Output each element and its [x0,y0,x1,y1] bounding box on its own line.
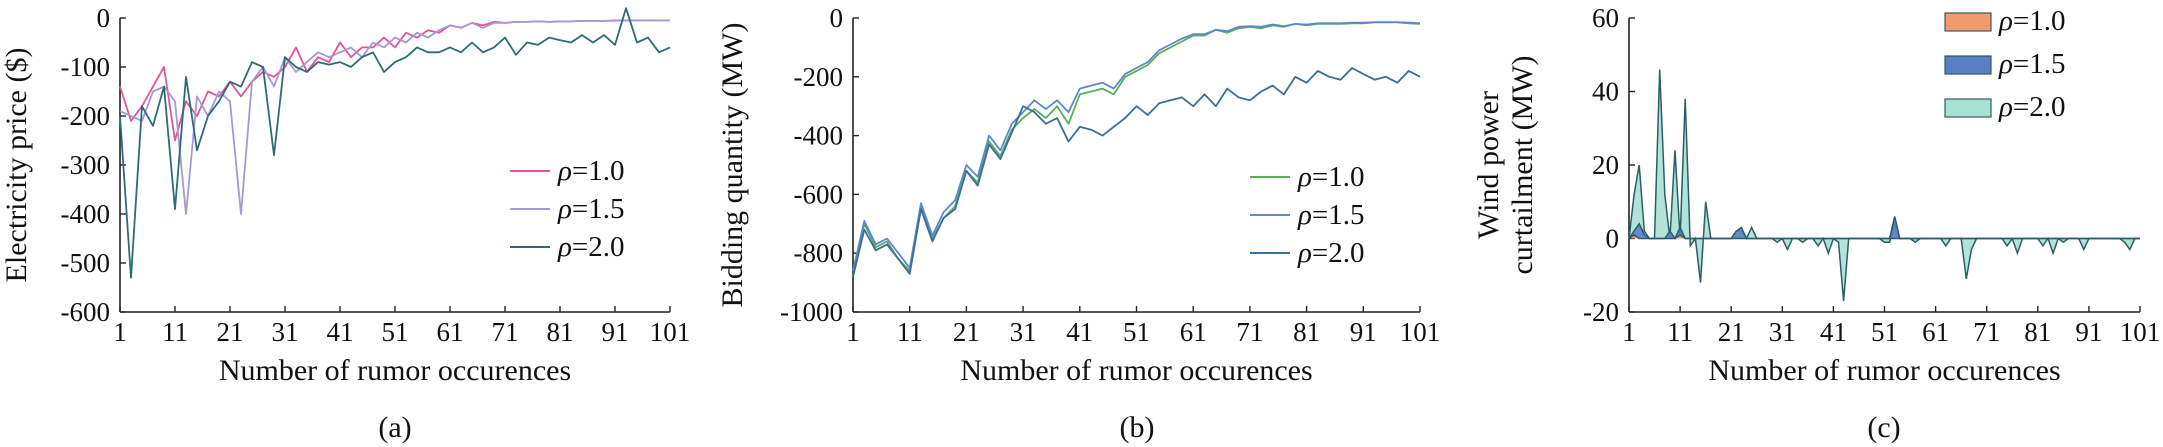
x-tick-label: 91 [2075,317,2102,347]
y-tick-label: 60 [1592,3,1619,33]
y-axis-label: Electricity price ($) [0,48,33,283]
x-tick-label: 21 [1718,317,1745,347]
x-tick-label: 11 [897,317,923,347]
subfigure-caption: (a) [378,411,411,444]
x-tick-label: 41 [1066,317,1093,347]
x-tick-label: 1 [113,317,127,347]
y-tick-label: -20 [1583,297,1619,327]
y-tick-label: -400 [794,121,844,151]
legend-label: ρ=2.0 [557,231,625,263]
x-tick-label: 71 [1973,317,2000,347]
y-tick-label: -600 [61,297,111,327]
x-tick-label: 71 [492,317,519,347]
y-tick-label: 40 [1592,77,1619,107]
series-2-line [852,21,1421,271]
y-axis-label: Bidding quantity (MW) [716,23,749,308]
y-tick-label: 0 [1606,224,1620,254]
subfigure-caption: (b) [1120,411,1155,444]
y-tick-label: 20 [1592,150,1619,180]
legend-label: ρ=1.5 [1297,199,1365,231]
x-tick-label: 1 [1622,317,1636,347]
x-tick-label: 91 [1350,317,1377,347]
legend-label: ρ=1.5 [557,193,625,225]
x-axis-label: Number of rumor occurences [219,354,571,387]
subfigure-caption: (c) [1867,411,1900,444]
x-tick-label: 71 [1236,317,1263,347]
x-tick-label: 31 [1769,317,1796,347]
x-tick-label: 61 [437,317,464,347]
x-axis-label: Number of rumor occurences [960,354,1312,387]
series-3-line [852,67,1421,277]
y-tick-label: -600 [794,179,844,209]
x-tick-label: 41 [1820,317,1847,347]
chart-b: 1 11 21 31 41 51 61 71 81 91 101-1000-800-600-400-… [716,3,1440,444]
y-axis-label-line: Wind power [1472,91,1505,239]
x-tick-label: 51 [1123,317,1150,347]
y-tick-label: -1000 [780,297,843,327]
legend-label: ρ=1.0 [1998,5,2066,37]
x-tick-label: 101 [1400,317,1441,347]
legend-label: ρ=2.0 [1998,91,2066,123]
y-tick-label: -100 [61,52,111,82]
x-axis-label: Number of rumor occurences [1708,354,2060,387]
series-1-area [1628,233,2140,240]
x-tick-label: 101 [650,317,691,347]
legend-swatch [1944,98,1992,118]
y-tick-label: -500 [61,248,111,278]
y-tick-label: -300 [61,150,111,180]
x-tick-label: 61 [1180,317,1207,347]
x-tick-label: 51 [1871,317,1898,347]
x-tick-label: 81 [1293,317,1320,347]
x-tick-label: 81 [2024,317,2051,347]
legend-label: ρ=1.0 [557,155,625,187]
y-tick-label: -200 [61,101,111,131]
legend-label: ρ=1.0 [1297,161,1365,193]
x-tick-label: 91 [602,317,629,347]
legend-swatch [1944,55,1992,75]
x-tick-label: 1 [846,317,860,347]
x-tick-label: 11 [1667,317,1693,347]
x-tick-label: 41 [327,317,354,347]
y-tick-label: -200 [794,62,844,92]
x-tick-label: 31 [272,317,299,347]
x-tick-label: 81 [547,317,574,347]
series-3-line [119,7,671,279]
x-tick-label: 21 [953,317,980,347]
y-tick-label: 0 [97,3,111,33]
x-tick-label: 31 [1010,317,1037,347]
legend: ρ=1.0 ρ=1.5 ρ=2.0 [1944,5,2066,123]
x-tick-label: 51 [382,317,409,347]
x-tick-label: 21 [217,317,244,347]
legend-label: ρ=1.5 [1998,48,2066,80]
area-outline [1628,233,2140,240]
y-tick-label: -800 [794,238,844,268]
y-tick-label: -400 [61,199,111,229]
series-2-line [119,19,670,215]
chart-a: 1 11 21 31 41 51 61 71 81 91 101-600-500-400-300-2… [0,3,690,444]
x-tick-label: 61 [1922,317,1949,347]
legend-swatch [1944,12,1992,32]
x-tick-label: 11 [162,317,188,347]
legend-label: ρ=2.0 [1297,237,1365,269]
x-tick-label: 101 [2120,317,2161,347]
legend: ρ=1.0 ρ=1.5 ρ=2.0 [1250,161,1365,269]
y-axis-label-line: curtailment (MW) [1506,55,1539,274]
y-tick-label: 0 [830,3,844,33]
legend: ρ=1.0 ρ=1.5 ρ=2.0 [510,155,625,263]
